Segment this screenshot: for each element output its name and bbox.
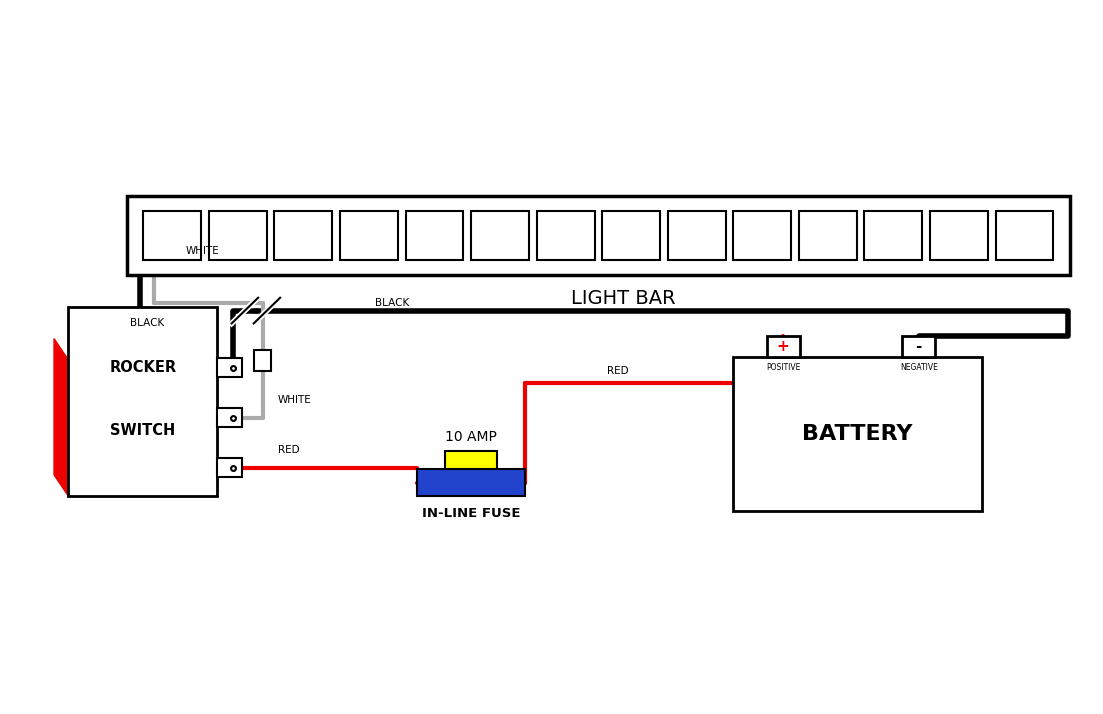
Bar xyxy=(471,211,529,260)
Bar xyxy=(902,336,935,357)
Bar xyxy=(406,211,463,260)
Text: NEGATIVE: NEGATIVE xyxy=(900,363,938,372)
Text: POSITIVE: POSITIVE xyxy=(765,363,801,372)
Bar xyxy=(217,408,242,427)
Bar xyxy=(417,469,525,496)
Text: WHITE: WHITE xyxy=(278,395,312,405)
Text: BATTERY: BATTERY xyxy=(802,423,913,444)
Bar xyxy=(733,211,791,260)
Bar xyxy=(445,451,497,469)
Text: SWITCH: SWITCH xyxy=(110,423,175,438)
Text: +: + xyxy=(777,338,790,354)
Bar xyxy=(217,458,242,477)
Bar xyxy=(996,211,1053,260)
Text: 10 AMP: 10 AMP xyxy=(445,430,497,444)
Text: BLACK: BLACK xyxy=(130,318,164,328)
Bar xyxy=(340,211,398,260)
Bar xyxy=(217,358,242,377)
Text: BLACK: BLACK xyxy=(375,298,409,308)
Text: -: - xyxy=(915,338,922,354)
Bar xyxy=(667,211,726,260)
Bar xyxy=(208,211,267,260)
Bar xyxy=(930,211,988,260)
Bar xyxy=(127,196,1070,275)
Bar xyxy=(275,211,332,260)
Text: RED: RED xyxy=(278,445,300,455)
Bar xyxy=(733,357,982,511)
Bar xyxy=(865,211,922,260)
Text: IN-LINE FUSE: IN-LINE FUSE xyxy=(421,507,521,520)
Bar xyxy=(143,211,201,260)
Text: RED: RED xyxy=(607,366,629,376)
Bar xyxy=(602,211,660,260)
Bar xyxy=(767,336,800,357)
Bar xyxy=(799,211,857,260)
Polygon shape xyxy=(54,338,68,496)
Bar xyxy=(254,350,271,371)
Text: ROCKER: ROCKER xyxy=(109,360,176,375)
Text: WHITE: WHITE xyxy=(185,246,219,256)
Bar xyxy=(537,211,595,260)
Text: LIGHT BAR: LIGHT BAR xyxy=(571,289,675,308)
Bar xyxy=(68,307,217,496)
